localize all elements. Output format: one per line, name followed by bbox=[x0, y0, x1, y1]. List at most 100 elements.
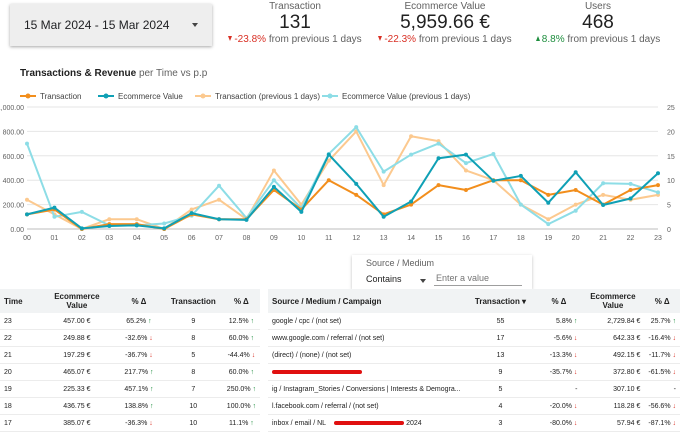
data-point bbox=[52, 205, 57, 210]
filter-operator-select[interactable]: Contains bbox=[366, 274, 402, 284]
column-header[interactable]: Ecommerce Value bbox=[39, 289, 115, 313]
table-row[interactable]: 21 197.29 € -36.7% ↓ 5 -44.4% ↓ bbox=[0, 346, 260, 364]
x-tick-label: 07 bbox=[215, 235, 223, 242]
arrow-up-icon: ↑ bbox=[250, 385, 256, 393]
column-header[interactable]: % Δ bbox=[114, 289, 164, 313]
arrow-up-icon: ↑ bbox=[146, 317, 152, 325]
table-row[interactable]: www.google.com / referral / (not set) 17-… bbox=[268, 329, 680, 347]
data-point bbox=[409, 202, 414, 207]
x-tick-label: 00 bbox=[23, 235, 31, 242]
dropdown-caret-icon bbox=[192, 23, 198, 27]
table-header-row: Source / Medium / Campaign Transaction ▾… bbox=[268, 289, 680, 313]
cell-ecommerce-value: 118.28 € bbox=[581, 397, 645, 415]
data-point bbox=[546, 192, 551, 197]
y-right-tick-label: 5 bbox=[667, 203, 671, 210]
table-row[interactable]: 23 457.00 €65.2% ↑ 9 12.5% ↑ bbox=[0, 313, 260, 330]
data-point bbox=[463, 168, 468, 173]
date-range-picker[interactable]: 15 Mar 2024 - 15 Mar 2024 bbox=[10, 4, 212, 46]
cell-transaction-delta: - bbox=[536, 380, 582, 398]
cell-transaction-delta: -35.7% ↓ bbox=[536, 363, 582, 381]
cell-transaction-delta: 12.5% ↑ bbox=[222, 313, 260, 330]
cell-transaction-delta: 11.1% ↑ bbox=[222, 414, 260, 432]
cell-source: (direct) / (none) / (not set) bbox=[268, 346, 465, 364]
arrow-up-icon: ↑ bbox=[248, 368, 255, 376]
chevron-down-icon[interactable] bbox=[420, 279, 426, 283]
series-line bbox=[26, 179, 659, 230]
arrow-down-icon: ↓ bbox=[670, 419, 676, 427]
cell-transaction-delta: -13.3% ↓ bbox=[536, 346, 582, 364]
table-row[interactable]: (direct) / (none) / (not set) 13 -13.3% ↓ 4… bbox=[268, 346, 680, 364]
cell-ecommerce-value: 307.10 € bbox=[581, 380, 645, 398]
cell-ecommerce-value: 57.94 € bbox=[581, 414, 645, 432]
y-right-tick-label: 10 bbox=[667, 178, 675, 185]
arrow-down-icon: ↓ bbox=[670, 351, 676, 359]
cell-ecommerce-value: 457.00 € bbox=[39, 313, 115, 330]
y-right-tick-label: 15 bbox=[667, 154, 675, 161]
column-header[interactable]: Transaction bbox=[163, 289, 223, 313]
column-header[interactable]: % Δ bbox=[644, 289, 680, 313]
x-tick-label: 10 bbox=[297, 235, 305, 242]
table-row[interactable]: inbox / email / NL 2024 3 -80.0% ↓ 57.94 € -8… bbox=[268, 414, 680, 432]
cell-value-delta: 25.7% ↑ bbox=[644, 313, 680, 330]
data-point bbox=[326, 158, 331, 163]
table-row[interactable]: ig / Instagram_Stories / Conversions | I… bbox=[268, 380, 680, 398]
cell-transaction: 4 bbox=[464, 397, 537, 415]
cell-source bbox=[268, 363, 465, 381]
data-point bbox=[134, 223, 139, 228]
x-tick-label: 19 bbox=[544, 235, 552, 242]
arrow-up-icon: ↑ bbox=[250, 402, 256, 410]
column-header[interactable]: Time bbox=[0, 289, 40, 313]
kpi-value: 131 bbox=[279, 12, 311, 33]
cell-transaction: 8 bbox=[163, 329, 223, 347]
cell-transaction: 3 bbox=[464, 414, 537, 432]
column-header[interactable]: Source / Medium / Campaign bbox=[268, 289, 465, 313]
x-tick-label: 22 bbox=[627, 235, 635, 242]
data-point bbox=[79, 226, 84, 231]
data-point bbox=[628, 187, 633, 192]
table-row[interactable]: 19 225.33 €457.1% ↑ 7 250.0% ↑ bbox=[0, 380, 260, 398]
table-row[interactable]: 9 -35.7% ↓ 372.80 € -61.5% ↓ bbox=[268, 363, 680, 381]
cell-time: 20 bbox=[0, 363, 40, 381]
cell-value-delta: - bbox=[644, 380, 680, 398]
cell-transaction: 8 bbox=[163, 363, 223, 381]
filter-value-input[interactable] bbox=[434, 271, 522, 286]
data-point bbox=[189, 207, 194, 212]
data-point bbox=[162, 226, 167, 231]
x-tick-label: 16 bbox=[462, 235, 470, 242]
cell-transaction-delta: -5.6% ↓ bbox=[536, 329, 582, 347]
cell-transaction-delta: -80.0% ↓ bbox=[536, 414, 582, 432]
table-row[interactable]: google / cpc / (not set) 55 5.8% ↑ 2,729.84… bbox=[268, 313, 680, 330]
cell-transaction-delta: 100.0% ↑ bbox=[222, 397, 260, 415]
data-point bbox=[107, 217, 112, 222]
cell-value-delta: 217.7% ↑ bbox=[114, 363, 164, 381]
table-row[interactable]: l.facebook.com / referral / (not set) 4 -2… bbox=[268, 397, 680, 415]
arrow-up-icon: ↑ bbox=[148, 385, 154, 393]
x-tick-label: 09 bbox=[270, 235, 278, 242]
cell-source: www.google.com / referral / (not set) bbox=[268, 329, 465, 347]
chart-title: Transactions & Revenue per Time vs p.p bbox=[20, 68, 208, 79]
table-row[interactable]: 18 436.75 €138.8% ↑ 10 100.0% ↑ bbox=[0, 397, 260, 415]
cell-value-delta: -56.6% ↓ bbox=[644, 397, 680, 415]
data-point bbox=[463, 187, 468, 192]
column-header[interactable]: % Δ bbox=[222, 289, 260, 313]
kpi-transaction: Transaction 131 -23.8% from previous 1 d… bbox=[225, 1, 365, 46]
y-left-tick-label: 200.00 bbox=[3, 203, 25, 210]
cell-transaction: 5 bbox=[163, 346, 223, 364]
column-header[interactable]: Transaction ▾ bbox=[464, 289, 537, 313]
date-range-label: 15 Mar 2024 - 15 Mar 2024 bbox=[24, 18, 170, 32]
column-header[interactable]: Ecommerce Value bbox=[581, 289, 645, 313]
data-point bbox=[656, 190, 660, 195]
data-point bbox=[518, 202, 523, 207]
table-row[interactable]: 20 465.07 €217.7% ↑ 8 60.0% ↑ bbox=[0, 363, 260, 381]
y-right-tick-label: 0 bbox=[667, 227, 671, 234]
data-point bbox=[573, 202, 578, 207]
column-header[interactable]: % Δ bbox=[536, 289, 582, 313]
x-tick-label: 15 bbox=[435, 235, 443, 242]
data-point bbox=[409, 134, 414, 139]
cell-source: ig / Instagram_Stories / Conversions | I… bbox=[268, 380, 465, 398]
table-row[interactable]: 22 249.88 € -32.6% ↓ 8 60.0% ↑ bbox=[0, 329, 260, 347]
table-row[interactable]: 17 385.07 € -36.3% ↓ 10 11.1% ↑ bbox=[0, 414, 260, 432]
cell-ecommerce-value: 642.33 € bbox=[581, 329, 645, 347]
data-point bbox=[546, 217, 551, 222]
redaction-mark bbox=[272, 369, 362, 374]
